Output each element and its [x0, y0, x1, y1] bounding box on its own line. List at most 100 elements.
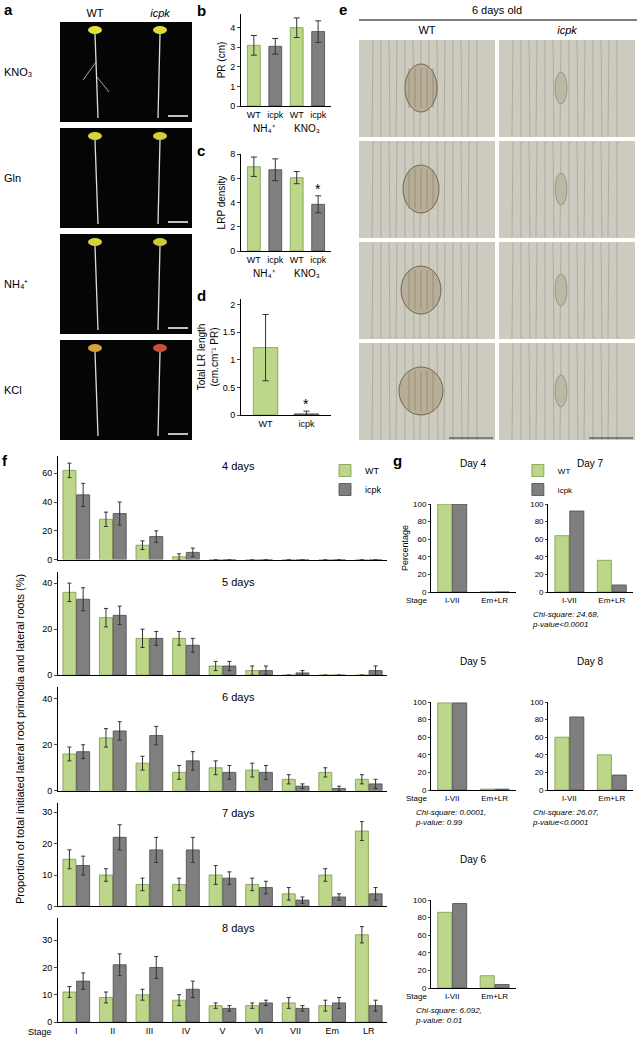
svg-text:LRP density: LRP density	[216, 176, 227, 230]
svg-text:4 days: 4 days	[222, 460, 255, 472]
svg-text:60: 60	[417, 733, 426, 742]
svg-text:3: 3	[230, 42, 235, 52]
svg-text:0: 0	[47, 670, 52, 680]
svg-text:1: 1	[230, 82, 235, 92]
svg-text:40: 40	[535, 553, 544, 562]
svg-text:VI: VI	[255, 1026, 264, 1036]
svg-text:e: e	[339, 1, 347, 18]
svg-text:60: 60	[417, 931, 426, 940]
svg-text:100: 100	[413, 698, 427, 707]
svg-text:20: 20	[42, 526, 52, 536]
svg-text:20: 20	[417, 966, 426, 975]
svg-text:V: V	[219, 1026, 225, 1036]
svg-text:6: 6	[230, 173, 235, 183]
svg-text:I-VII: I-VII	[445, 596, 460, 605]
svg-text:Em+LR: Em+LR	[481, 992, 508, 1001]
svg-text:80: 80	[535, 517, 544, 526]
svg-text:0: 0	[47, 902, 52, 912]
svg-text:Chi-square: 24.68,p-value<0.00: Chi-square: 24.68,p-value<0.0001	[532, 610, 599, 629]
svg-text:WT: WT	[247, 255, 261, 265]
svg-text:5 days: 5 days	[222, 576, 255, 588]
svg-text:0: 0	[539, 786, 544, 795]
svg-text:KCl: KCl	[4, 384, 22, 396]
svg-text:LR: LR	[363, 1026, 375, 1036]
svg-text:40: 40	[42, 497, 52, 507]
svg-text:0: 0	[47, 1017, 52, 1027]
svg-text:60: 60	[417, 535, 426, 544]
svg-text:2: 2	[230, 62, 235, 72]
svg-text:80: 80	[417, 715, 426, 724]
svg-text:6 days: 6 days	[222, 691, 255, 703]
svg-text:Proportion of total initiated: Proportion of total initiated lateral ro…	[14, 574, 26, 904]
svg-text:KNO₃: KNO₃	[294, 268, 320, 279]
svg-text:icpk: icpk	[267, 255, 284, 265]
svg-text:20: 20	[417, 570, 426, 579]
svg-text:0.5: 0.5	[223, 383, 236, 393]
svg-text:icpk: icpk	[557, 24, 577, 36]
svg-text:icpk: icpk	[310, 110, 327, 120]
svg-text:100: 100	[413, 896, 427, 905]
svg-text:20: 20	[42, 839, 52, 849]
svg-text:4: 4	[230, 198, 235, 208]
svg-text:NH₄⁺: NH₄⁺	[253, 123, 276, 134]
svg-text:Total LR length(cm.cm⁻¹ PR): Total LR length(cm.cm⁻¹ PR)	[196, 324, 220, 391]
svg-text:60: 60	[535, 535, 544, 544]
svg-text:6 days old: 6 days old	[472, 4, 522, 16]
svg-text:40: 40	[417, 949, 426, 958]
svg-text:7 days: 7 days	[222, 807, 255, 819]
svg-text:Chi-square: 6.092,p-value: 0.0: Chi-square: 6.092,p-value: 0.01	[415, 1006, 482, 1025]
svg-text:10: 10	[42, 870, 52, 880]
svg-text:0: 0	[230, 410, 235, 420]
svg-text:Day 4: Day 4	[460, 458, 487, 469]
svg-text:8 days: 8 days	[222, 922, 255, 934]
svg-text:Em+LR: Em+LR	[598, 596, 625, 605]
svg-text:Day 7: Day 7	[577, 458, 604, 469]
svg-text:10: 10	[42, 990, 52, 1000]
svg-text:icpk: icpk	[267, 110, 284, 120]
svg-text:2: 2	[230, 222, 235, 232]
svg-text:20: 20	[42, 624, 52, 634]
svg-text:80: 80	[535, 715, 544, 724]
svg-text:0: 0	[422, 984, 427, 993]
svg-text:III: III	[146, 1026, 154, 1036]
svg-text:0: 0	[422, 588, 427, 597]
svg-text:40: 40	[42, 694, 52, 704]
svg-text:30: 30	[42, 935, 52, 945]
svg-text:I-VII: I-VII	[562, 596, 577, 605]
svg-text:60: 60	[42, 468, 52, 478]
svg-text:WT: WT	[290, 110, 304, 120]
svg-text:20: 20	[535, 768, 544, 777]
svg-text:KNO₃: KNO₃	[4, 66, 32, 78]
svg-text:20: 20	[42, 740, 52, 750]
svg-text:WT: WT	[86, 7, 103, 19]
svg-text:20: 20	[42, 963, 52, 973]
svg-text:icpk: icpk	[558, 486, 573, 495]
svg-text:icpk: icpk	[365, 485, 382, 495]
svg-text:IV: IV	[182, 1026, 191, 1036]
svg-text:100: 100	[530, 698, 544, 707]
svg-text:Stage: Stage	[406, 794, 427, 803]
svg-text:2: 2	[230, 300, 235, 310]
svg-text:80: 80	[417, 913, 426, 922]
svg-text:WT: WT	[558, 467, 571, 476]
svg-text:Em+LR: Em+LR	[481, 794, 508, 803]
svg-text:0: 0	[230, 101, 235, 111]
svg-text:II: II	[110, 1026, 115, 1036]
svg-text:PR (cm): PR (cm)	[216, 42, 227, 79]
svg-text:Percentage: Percentage	[400, 525, 410, 571]
svg-text:1.5: 1.5	[223, 327, 236, 337]
svg-text:40: 40	[417, 751, 426, 760]
svg-text:icpk: icpk	[298, 419, 315, 429]
svg-text:VII: VII	[290, 1026, 301, 1036]
svg-text:I-VII: I-VII	[562, 794, 577, 803]
svg-text:KNO₃: KNO₃	[294, 123, 320, 134]
svg-text:Day 6: Day 6	[460, 854, 487, 865]
svg-text:100: 100	[413, 500, 427, 509]
svg-text:Stage: Stage	[28, 1027, 52, 1037]
svg-text:Chi-square: 0.0001,p-value: 0.: Chi-square: 0.0001,p-value: 0.99	[415, 808, 486, 827]
svg-text:*: *	[303, 396, 309, 412]
svg-text:Stage: Stage	[406, 596, 427, 605]
svg-text:WT: WT	[247, 110, 261, 120]
svg-text:30: 30	[42, 807, 52, 817]
svg-text:0: 0	[47, 786, 52, 796]
